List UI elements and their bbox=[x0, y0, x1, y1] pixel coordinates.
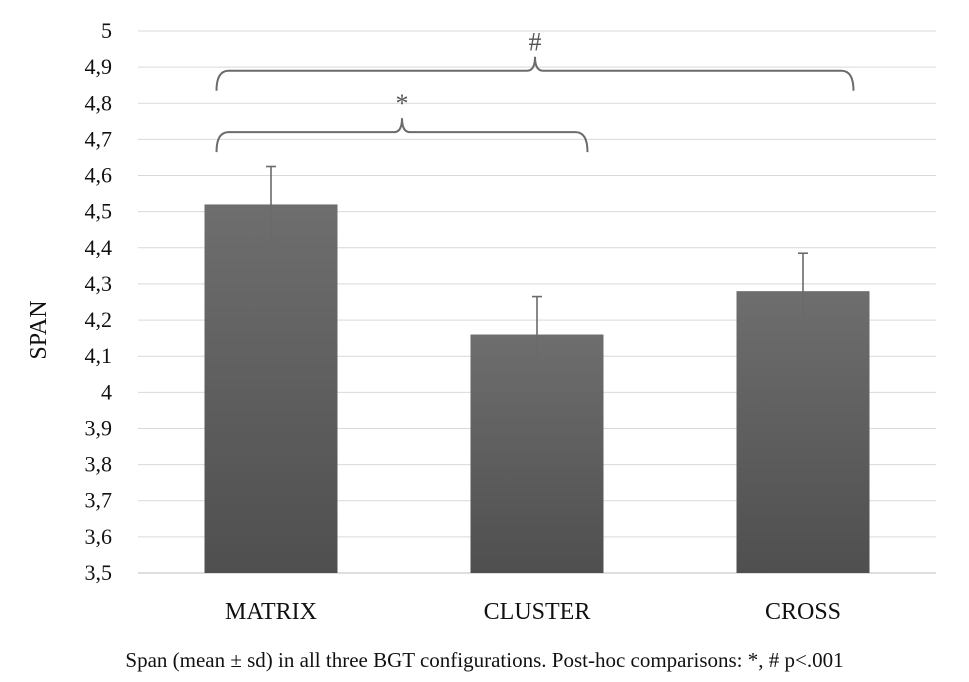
y-tick-label: 4,4 bbox=[85, 235, 113, 260]
bar-cluster bbox=[470, 334, 604, 573]
x-category-label: CROSS bbox=[765, 599, 841, 625]
y-tick-label: 4,7 bbox=[85, 126, 113, 151]
y-tick-label: 4,9 bbox=[85, 54, 113, 79]
significance-brace bbox=[215, 118, 589, 153]
y-tick-label: 3,5 bbox=[85, 560, 113, 585]
y-tick-label: 4,8 bbox=[85, 90, 113, 115]
y-tick-label: 4,3 bbox=[85, 271, 113, 296]
bar-cross bbox=[736, 291, 870, 573]
error-bar-cross bbox=[798, 252, 808, 330]
y-axis-ticks: 3,5 3,6 3,7 3,8 3,9 4 4,1 4,2 4,3 4,4 4,5 4,6 4,7 4,8… bbox=[85, 18, 113, 585]
y-tick-label: 4 bbox=[101, 379, 112, 404]
y-tick-label: 3,8 bbox=[85, 452, 113, 477]
y-tick-label: 4,2 bbox=[85, 307, 113, 332]
x-axis-categories: MATRIX CLUSTER CROSS bbox=[225, 599, 841, 625]
figure-caption: Span (mean ± sd) in all three BGT config… bbox=[125, 648, 844, 672]
significance-brace bbox=[215, 56, 855, 91]
bar-matrix bbox=[204, 204, 338, 573]
x-category-label: CLUSTER bbox=[484, 599, 591, 625]
y-tick-label: 3,7 bbox=[85, 488, 113, 513]
y-axis-label: SPAN bbox=[26, 300, 52, 359]
y-tick-label: 5 bbox=[101, 18, 112, 43]
error-bars bbox=[266, 165, 808, 374]
error-bar-cluster bbox=[532, 295, 542, 374]
x-category-label: MATRIX bbox=[225, 599, 317, 625]
bars bbox=[204, 204, 870, 573]
y-tick-label: 3,6 bbox=[85, 524, 113, 549]
y-tick-label: 4,5 bbox=[85, 199, 113, 224]
significance-symbol: # bbox=[529, 28, 542, 57]
significance-symbol: * bbox=[396, 89, 409, 118]
y-tick-label: 4,6 bbox=[85, 163, 113, 188]
y-tick-label: 3,9 bbox=[85, 415, 113, 440]
significance-annotations: *# bbox=[215, 28, 855, 153]
error-bar-matrix bbox=[266, 165, 276, 244]
y-tick-label: 4,1 bbox=[85, 343, 113, 368]
